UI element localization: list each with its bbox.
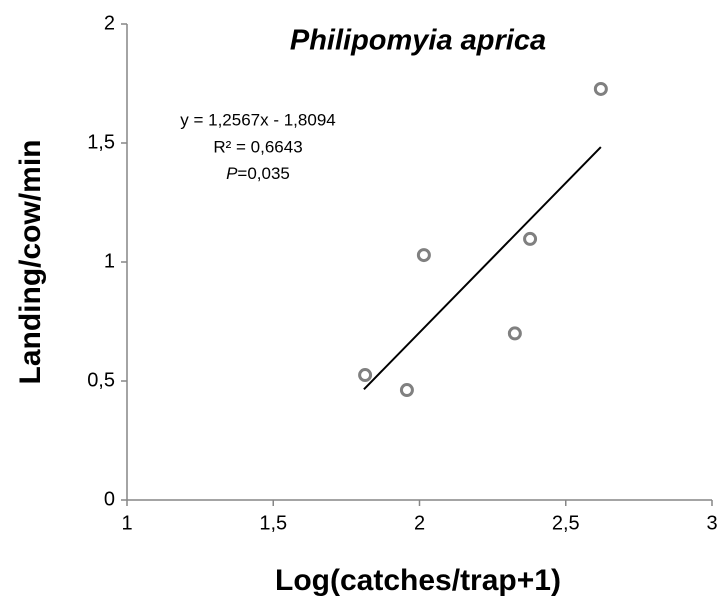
point <box>523 231 538 246</box>
point <box>358 368 373 383</box>
x-tick-label: 1,5 <box>259 512 287 534</box>
point <box>593 81 608 96</box>
equation: y = 1,2567x - 1,8094 <box>180 110 335 129</box>
y-tick-label: 0,5 <box>87 369 115 391</box>
y-tick-label: 0 <box>104 488 115 510</box>
x-axis-label: Log(catches/trap+1) <box>275 564 561 597</box>
point <box>507 326 522 341</box>
x-tick-label: 2,5 <box>552 512 580 534</box>
p-value: P=0,035 <box>226 164 290 183</box>
y-tick-label: 1 <box>104 250 115 272</box>
r-squared: R² = 0,6643 <box>213 137 302 156</box>
point <box>416 248 431 263</box>
p-label: P <box>226 164 238 183</box>
y-tick-label: 1,5 <box>87 131 115 153</box>
y-tick-label: 2 <box>104 12 115 34</box>
p-text: =0,035 <box>237 164 289 183</box>
trendline <box>363 146 602 391</box>
point <box>399 383 414 398</box>
chart-title: Philipomyia aprica <box>290 25 546 57</box>
x-tick-label: 3 <box>706 512 717 534</box>
x-tick-label: 1 <box>121 512 132 534</box>
y-axis-label: Landing/cow/min <box>14 140 47 385</box>
x-tick-label: 2 <box>414 512 425 534</box>
